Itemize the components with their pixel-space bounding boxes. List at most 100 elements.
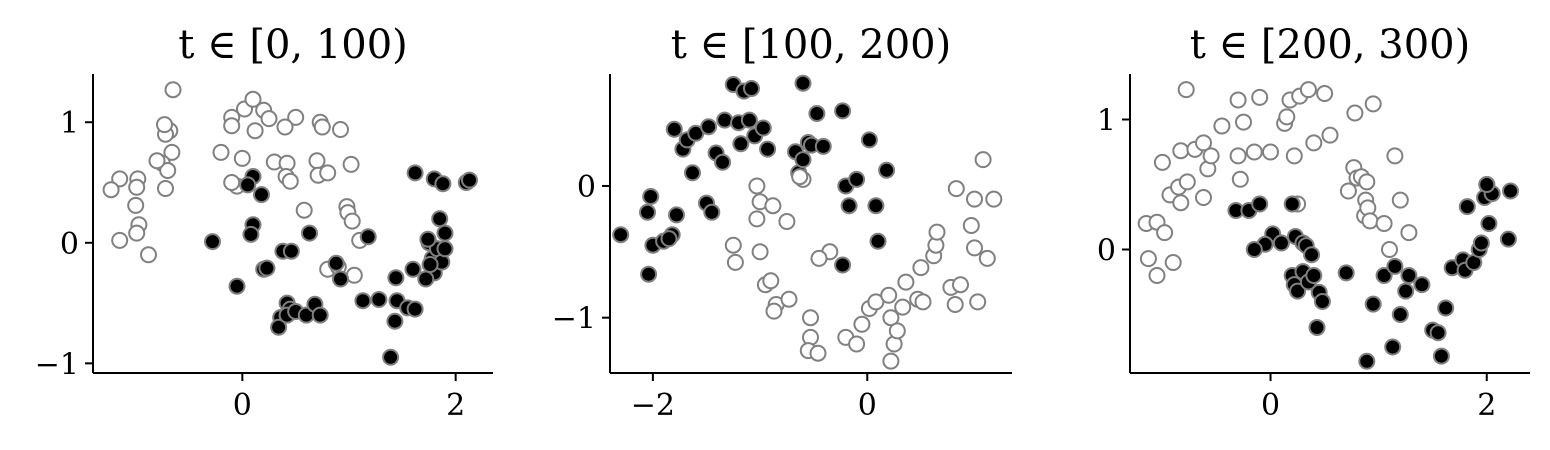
x-tick-label: 2 [446, 388, 465, 423]
filled-point [1245, 241, 1263, 258]
open-point [295, 201, 313, 219]
filled-point [239, 176, 257, 194]
open-point [880, 286, 898, 304]
open-point [1235, 113, 1252, 131]
open-point [1172, 194, 1190, 212]
filled-point [1305, 267, 1323, 284]
y-tick-label: 0 [577, 170, 596, 205]
open-point [342, 155, 360, 173]
open-point [974, 151, 992, 169]
filled-point [612, 226, 630, 244]
open-point [751, 243, 769, 261]
filled-point [419, 230, 437, 248]
filled-point [1432, 347, 1450, 365]
open-point [985, 190, 1003, 208]
filled-point [1289, 282, 1307, 300]
open-point [1153, 153, 1171, 171]
open-point [1229, 147, 1247, 165]
open-point [1164, 254, 1182, 271]
series-1 [612, 74, 896, 283]
open-point [308, 152, 326, 170]
open-point [1178, 173, 1196, 191]
open-point [1321, 126, 1339, 144]
filled-point [665, 120, 683, 138]
filled-point [1458, 198, 1476, 216]
open-point [946, 296, 964, 313]
open-point [966, 190, 983, 208]
open-point [281, 172, 299, 190]
filled-point [1364, 295, 1382, 313]
open-point [1285, 147, 1303, 165]
filled-point [848, 170, 866, 188]
filled-point [1397, 282, 1415, 300]
open-point [1316, 85, 1334, 102]
open-point [726, 253, 744, 271]
filled-point [228, 277, 246, 295]
y-tick-label: −1 [35, 347, 79, 382]
filled-point [370, 291, 388, 308]
filled-point [759, 140, 777, 158]
filled-point [382, 348, 400, 366]
subplot-title: t ∈ [200, 300) [1190, 22, 1470, 68]
open-point [764, 197, 782, 215]
open-point [1245, 143, 1263, 161]
filled-point [327, 254, 345, 272]
filled-point [258, 259, 276, 277]
open-point [962, 217, 980, 234]
filled-point [242, 225, 260, 243]
filled-point [1480, 215, 1498, 232]
open-point [1391, 191, 1409, 209]
open-point [1177, 81, 1195, 99]
open-point [947, 180, 965, 198]
filled-point [1386, 257, 1404, 275]
open-point [102, 181, 120, 199]
filled-point [860, 131, 878, 149]
open-point [888, 322, 906, 340]
open-point [159, 162, 177, 179]
open-point [894, 298, 912, 316]
filled-point [417, 270, 435, 288]
open-point [276, 118, 294, 136]
filled-point [421, 256, 439, 273]
filled-point [684, 164, 701, 182]
subplot-title: t ∈ [0, 100) [178, 22, 408, 68]
y-tick-label: 0 [1097, 234, 1116, 269]
filled-point [867, 197, 885, 215]
open-point [748, 210, 766, 228]
open-point [163, 143, 181, 161]
open-point [1400, 224, 1418, 242]
filled-point [1303, 246, 1321, 264]
filled-point [1313, 293, 1331, 310]
open-point [912, 259, 930, 277]
open-point [1231, 170, 1249, 188]
filled-point [270, 318, 288, 336]
open-point [1213, 117, 1231, 135]
open-point [810, 249, 828, 267]
filled-point [204, 233, 221, 251]
open-point [780, 290, 798, 308]
open-point [1339, 182, 1357, 200]
filled-point [1358, 352, 1376, 370]
open-point [157, 180, 174, 197]
open-point [1386, 147, 1404, 165]
open-point [1172, 142, 1190, 160]
open-point [748, 177, 766, 195]
filled-point [834, 102, 852, 120]
filled-point [431, 210, 449, 228]
open-point [882, 309, 900, 327]
open-point [969, 293, 987, 311]
open-point [897, 273, 915, 291]
filled-point [1502, 182, 1519, 200]
open-point [724, 236, 742, 254]
filled-point [1400, 267, 1418, 284]
open-point [233, 149, 251, 167]
filled-point [814, 137, 832, 155]
open-point [1139, 250, 1157, 268]
open-point [848, 335, 866, 353]
filled-point [404, 260, 422, 278]
open-point [1361, 212, 1379, 230]
filled-point [311, 306, 329, 324]
filled-point [754, 119, 772, 137]
open-point [332, 121, 349, 138]
